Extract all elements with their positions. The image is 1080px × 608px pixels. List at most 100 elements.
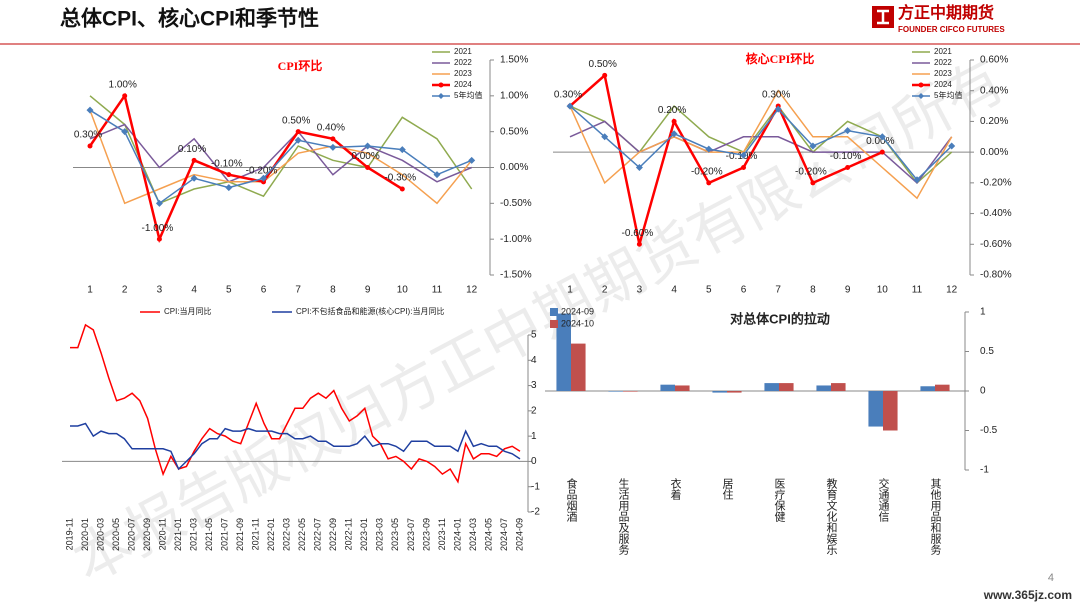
point (601, 133, 609, 141)
point (190, 174, 198, 182)
legend-swatch (550, 308, 558, 316)
point (295, 129, 301, 135)
x-tick-label: 交通通信 (877, 477, 890, 523)
legend-label: 2023 (454, 69, 472, 78)
x-tick-label: 6 (741, 285, 747, 296)
legend-label: CPI:不包括食品和能源(核心CPI):当月同比 (296, 306, 444, 316)
x-tick-label: 2022-05 (297, 518, 307, 551)
point (879, 149, 885, 155)
legend-label: 2024 (934, 80, 952, 89)
y-tick-label: -1 (531, 481, 540, 492)
y-tick-label: -1 (980, 465, 989, 476)
point (225, 184, 233, 192)
data-label: -0.60% (622, 228, 654, 239)
x-tick-label: 10 (397, 285, 409, 296)
y-tick-label: -0.40% (980, 208, 1012, 219)
legend-marker (918, 93, 924, 99)
x-tick-label: 2022-11 (344, 518, 354, 550)
point (261, 179, 266, 185)
legend-swatch (550, 320, 558, 328)
x-tick-label: 11 (432, 285, 443, 296)
legend-label: CPI:当月同比 (164, 306, 212, 316)
series-line (89, 123, 472, 183)
data-label: -0.20% (691, 166, 723, 177)
legend-label: 5年均值 (454, 90, 482, 100)
y-tick-label: 0.50% (500, 126, 528, 137)
point (741, 165, 746, 170)
legend-marker (438, 93, 444, 99)
data-label: 0.00% (866, 136, 894, 147)
x-tick-label: 1 (567, 285, 573, 296)
x-tick-label: 9 (845, 285, 851, 296)
series-line (89, 109, 472, 205)
x-tick-label: 4 (671, 285, 677, 296)
y-tick-label: 1.00% (500, 90, 528, 101)
point (845, 165, 851, 170)
x-tick-label: 2024-01 (452, 518, 462, 551)
x-tick-label: 2024-09 (514, 518, 524, 551)
data-label: -0.30% (384, 173, 416, 184)
point (330, 136, 336, 142)
bar (779, 383, 794, 391)
bar (623, 391, 638, 392)
y-tick-label: 0 (980, 386, 986, 397)
x-tick-label: 2020-11 (157, 518, 167, 550)
x-tick-label: 5 (706, 285, 712, 296)
legend-label: 2024-09 (561, 306, 594, 316)
point (121, 128, 129, 136)
x-tick-label: 教育文化和娱乐 (825, 478, 838, 555)
x-tick-label: 医疗保健 (773, 478, 786, 522)
slide-title: 总体CPI、核心CPI和季节性 (60, 7, 319, 31)
data-label: -0.20% (246, 165, 278, 176)
data-label: 0.50% (282, 115, 310, 126)
logo-en: FOUNDER CIFCO FUTURES (898, 25, 1005, 34)
page-number: 4 (1048, 572, 1054, 584)
point (913, 176, 921, 184)
x-tick-label: 2024-05 (483, 518, 493, 551)
y-tick-label: 2 (531, 405, 537, 416)
x-tick-label: 3 (157, 285, 163, 296)
point (122, 93, 128, 99)
y-tick-label: 0.00% (980, 147, 1008, 158)
x-tick-label: 其他用品和服务 (929, 478, 942, 555)
point (468, 156, 476, 164)
bar (868, 391, 883, 427)
point (433, 171, 441, 179)
data-label: 0.20% (658, 105, 686, 116)
x-tick-label: 2021-01 (173, 518, 183, 551)
legend-label: 2021 (454, 47, 472, 56)
bar (556, 313, 571, 391)
x-tick-label: 2023-03 (375, 518, 385, 551)
x-tick-label: 2020-09 (142, 518, 152, 551)
x-tick-label: 2020-07 (126, 518, 136, 551)
data-label: -0.20% (795, 166, 827, 177)
x-tick-label: 8 (810, 285, 816, 296)
point (365, 165, 371, 170)
y-tick-label: -2 (531, 507, 540, 518)
x-tick-label: 2022-09 (328, 518, 338, 551)
bar (935, 384, 950, 391)
point (844, 127, 852, 135)
bar (571, 343, 586, 391)
point (226, 172, 232, 178)
x-tick-label: 7 (775, 285, 781, 296)
point (670, 130, 678, 138)
y-tick-label: 0.5 (980, 346, 994, 357)
point (399, 186, 405, 192)
x-tick-label: 2023-07 (406, 518, 416, 551)
point (398, 146, 406, 154)
y-tick-label: 5 (531, 330, 537, 341)
x-tick-label: 2 (602, 285, 608, 296)
data-label: 1.00% (109, 79, 137, 90)
x-tick-label: 11 (912, 285, 923, 296)
y-tick-label: 1 (531, 431, 537, 442)
legend-marker (918, 82, 924, 88)
point (809, 142, 817, 150)
point (155, 199, 163, 207)
x-tick-label: 2021-03 (189, 518, 199, 551)
bar (712, 391, 727, 393)
bar (660, 384, 675, 391)
data-label: -0.10% (211, 158, 243, 169)
x-tick-label: 2023-11 (437, 518, 447, 550)
x-tick-label: 2022-07 (313, 518, 323, 551)
